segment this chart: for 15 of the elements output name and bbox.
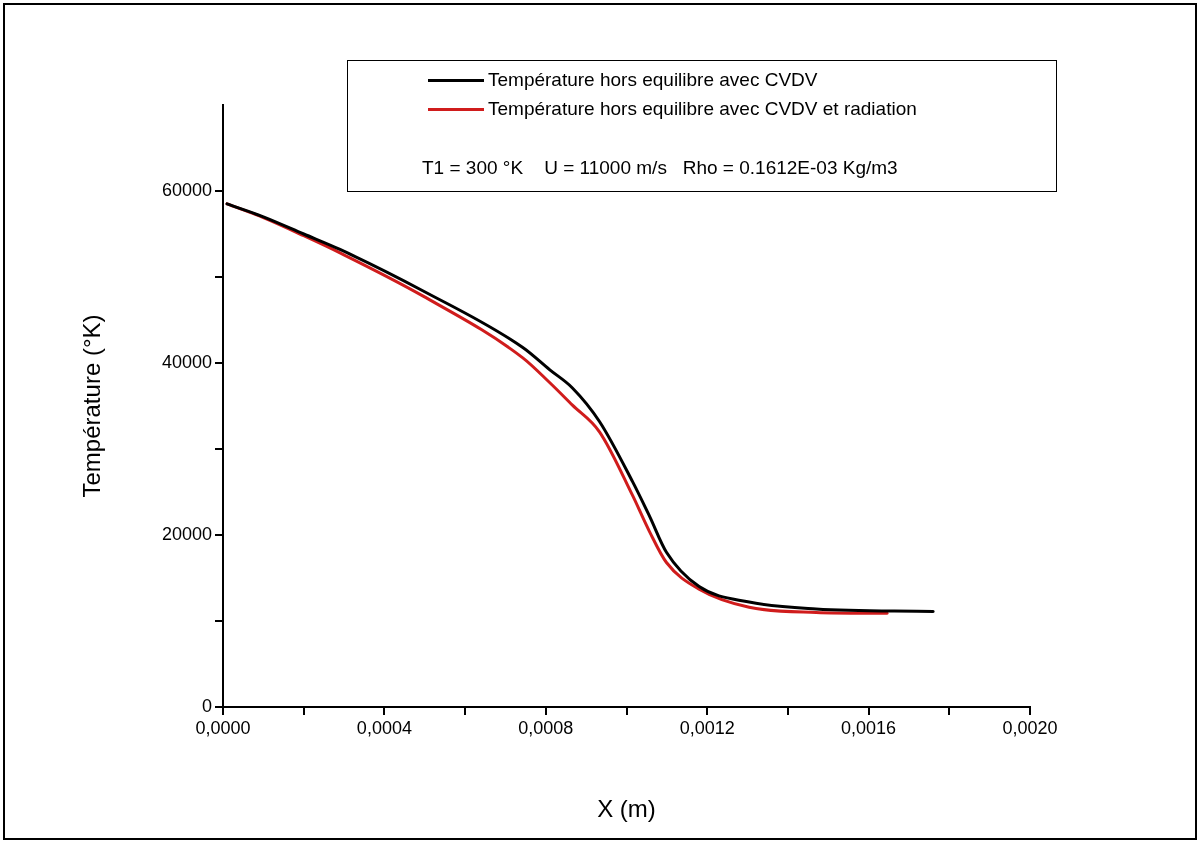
x-axis-title: X (m) <box>597 795 656 823</box>
legend-label: Température hors equilibre avec CVDV et radiation <box>488 98 917 120</box>
y-tick-label: 60000 <box>161 179 212 200</box>
x-tick-label: 0,0004 <box>356 717 412 738</box>
x-tick-label: 0,0008 <box>518 717 574 738</box>
legend-label: Température hors equilibre avec CVDV <box>488 69 818 91</box>
x-tick-label: 0,0016 <box>841 717 897 738</box>
x-tick-label: 0,0000 <box>195 717 251 738</box>
y-tick-label: 40000 <box>161 351 212 372</box>
y-tick-label: 0 <box>201 695 212 716</box>
y-axis-title: Température (°K) <box>78 314 106 498</box>
x-tick-label: 0,0020 <box>1002 717 1058 738</box>
y-tick-label: 20000 <box>161 523 212 544</box>
x-tick-label: 0,0012 <box>679 717 735 738</box>
annotation: T1 = 300 °K U = 11000 m/s Rho = 0.1612E-03 Kg/m3 <box>422 157 898 179</box>
